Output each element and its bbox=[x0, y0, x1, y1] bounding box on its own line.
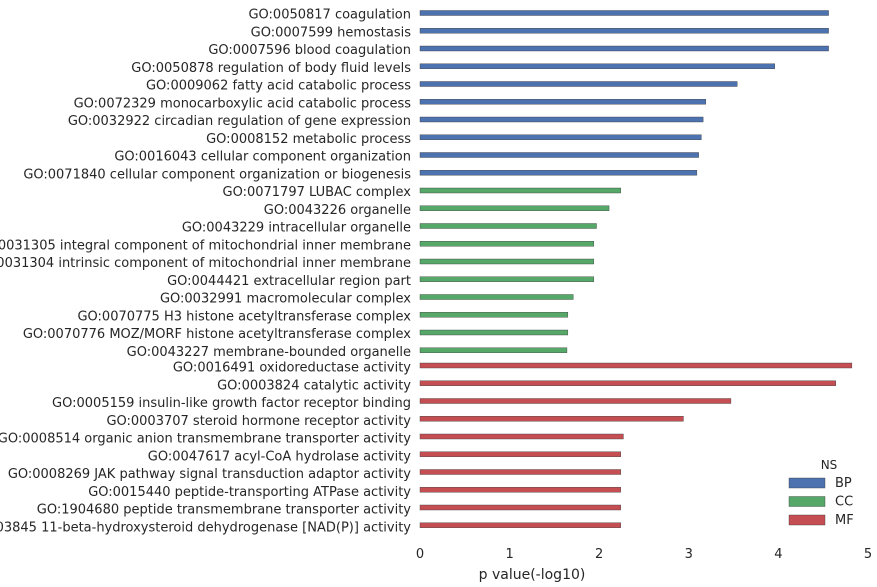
category-label: GO:0070776 MOZ/MORF histone acetyltransf… bbox=[23, 327, 411, 342]
x-tick-label: 5 bbox=[864, 547, 872, 562]
bar-mf-9 bbox=[419, 504, 621, 511]
bar-mf-1 bbox=[419, 362, 853, 369]
category-label: GO:0016491 oxidoreductase activity bbox=[173, 361, 411, 376]
category-label: GO:0047617 acyl-CoA hydrolase activity bbox=[148, 449, 412, 464]
category-label: GO:0015440 peptide-transporting ATPase a… bbox=[88, 485, 411, 500]
category-label: GO:0032922 circadian regulation of gene … bbox=[68, 114, 411, 129]
bar-cc-6 bbox=[419, 276, 595, 282]
bar-mf-5 bbox=[419, 433, 624, 440]
bar-bp-8 bbox=[419, 134, 702, 140]
x-tick-label: 1 bbox=[505, 547, 513, 562]
bar-mf-8 bbox=[419, 487, 621, 493]
bar-mf-2 bbox=[419, 380, 836, 386]
x-tick-label: 2 bbox=[595, 547, 603, 562]
category-label: GO:0044421 extracellular region part bbox=[167, 274, 411, 289]
category-label: GO:0031305 integral component of mitocho… bbox=[0, 238, 411, 253]
category-label: GO:0003845 11-beta-hydroxysteroid dehydr… bbox=[0, 520, 411, 535]
x-axis: 0 1 2 3 4 5 bbox=[416, 547, 872, 562]
x-tick-label: 3 bbox=[685, 547, 693, 562]
category-label: GO:0050878 regulation of body fluid leve… bbox=[131, 61, 411, 76]
bar-bp-2 bbox=[419, 28, 829, 34]
category-label: GO:0070775 H3 histone acetyltransferase … bbox=[77, 309, 411, 324]
bar-bp-10 bbox=[419, 170, 698, 176]
category-label: GO:0007599 hemostasis bbox=[251, 25, 412, 40]
category-label: GO:0031304 intrinsic component of mitoch… bbox=[0, 256, 411, 271]
category-label: GO:0071797 LUBAC complex bbox=[223, 185, 412, 200]
bar-mf-10 bbox=[419, 522, 621, 528]
category-label: GO:0050817 coagulation bbox=[248, 8, 411, 23]
bar-cc-9 bbox=[419, 329, 569, 336]
bar-mf-4 bbox=[419, 416, 684, 422]
category-labels: GO:0050817 coagulation GO:0007599 hemosta… bbox=[0, 8, 411, 536]
legend-swatch-bp bbox=[788, 477, 826, 489]
category-label: GO:0016043 cellular component organizati… bbox=[114, 150, 411, 165]
legend-swatch-cc bbox=[788, 496, 826, 507]
bar-bp-3 bbox=[419, 45, 829, 52]
category-label: GO:0043226 organelle bbox=[264, 203, 411, 218]
category-label: GO:0009062 fatty acid catabolic process bbox=[146, 79, 411, 94]
legend-label-bp: BP bbox=[835, 476, 852, 491]
bar-cc-1 bbox=[419, 187, 621, 194]
bar-bp-6 bbox=[419, 99, 707, 105]
bar-cc-2 bbox=[419, 205, 610, 211]
category-label: GO:0032991 macromolecular complex bbox=[160, 292, 411, 307]
bar-cc-8 bbox=[419, 312, 569, 318]
bars-group bbox=[419, 10, 853, 528]
category-label: GO:0008514 organic anion transmembrane t… bbox=[0, 432, 411, 447]
category-label: GO:0072329 monocarboxylic acid catabolic… bbox=[74, 96, 412, 111]
bar-mf-7 bbox=[419, 469, 621, 475]
bar-bp-9 bbox=[419, 152, 699, 158]
category-label: GO:0008152 metabolic process bbox=[206, 132, 411, 147]
bar-bp-5 bbox=[419, 81, 738, 87]
category-label: GO:0007596 blood coagulation bbox=[208, 43, 411, 58]
legend-label-cc: CC bbox=[835, 495, 853, 510]
category-label: GO:0003824 catalytic activity bbox=[217, 378, 411, 393]
legend-label-mf: MF bbox=[835, 513, 854, 528]
category-label: GO:1904680 peptide transmembrane transpo… bbox=[37, 503, 412, 518]
legend-swatch-mf bbox=[788, 514, 826, 526]
x-tick-label: 0 bbox=[416, 547, 424, 562]
bar-bp-7 bbox=[419, 116, 704, 123]
legend-title: NS bbox=[821, 458, 838, 472]
category-label: GO:0008269 JAK pathway signal transducti… bbox=[8, 467, 411, 482]
bar-cc-7 bbox=[419, 294, 574, 300]
bar-mf-6 bbox=[419, 451, 621, 457]
bar-cc-3 bbox=[419, 223, 597, 229]
x-axis-label: p value(-log10) bbox=[479, 567, 586, 583]
bar-cc-5 bbox=[419, 258, 595, 265]
category-label: GO:0043227 membrane-bounded organelle bbox=[127, 345, 411, 360]
bar-cc-10 bbox=[419, 347, 568, 353]
category-label: GO:0043229 intracellular organelle bbox=[182, 221, 411, 236]
bar-mf-3 bbox=[419, 398, 732, 404]
bar-bp-4 bbox=[419, 63, 776, 69]
x-tick-label: 4 bbox=[774, 547, 782, 562]
category-label: GO:0003707 steroid hormone receptor acti… bbox=[106, 414, 411, 429]
bar-bp-1 bbox=[419, 10, 829, 16]
category-label: GO:0005159 insulin-like growth factor re… bbox=[52, 396, 411, 411]
category-label: GO:0071840 cellular component organizati… bbox=[23, 167, 411, 182]
legend: NS BP CC MF bbox=[788, 458, 854, 528]
bar-cc-4 bbox=[419, 241, 595, 247]
